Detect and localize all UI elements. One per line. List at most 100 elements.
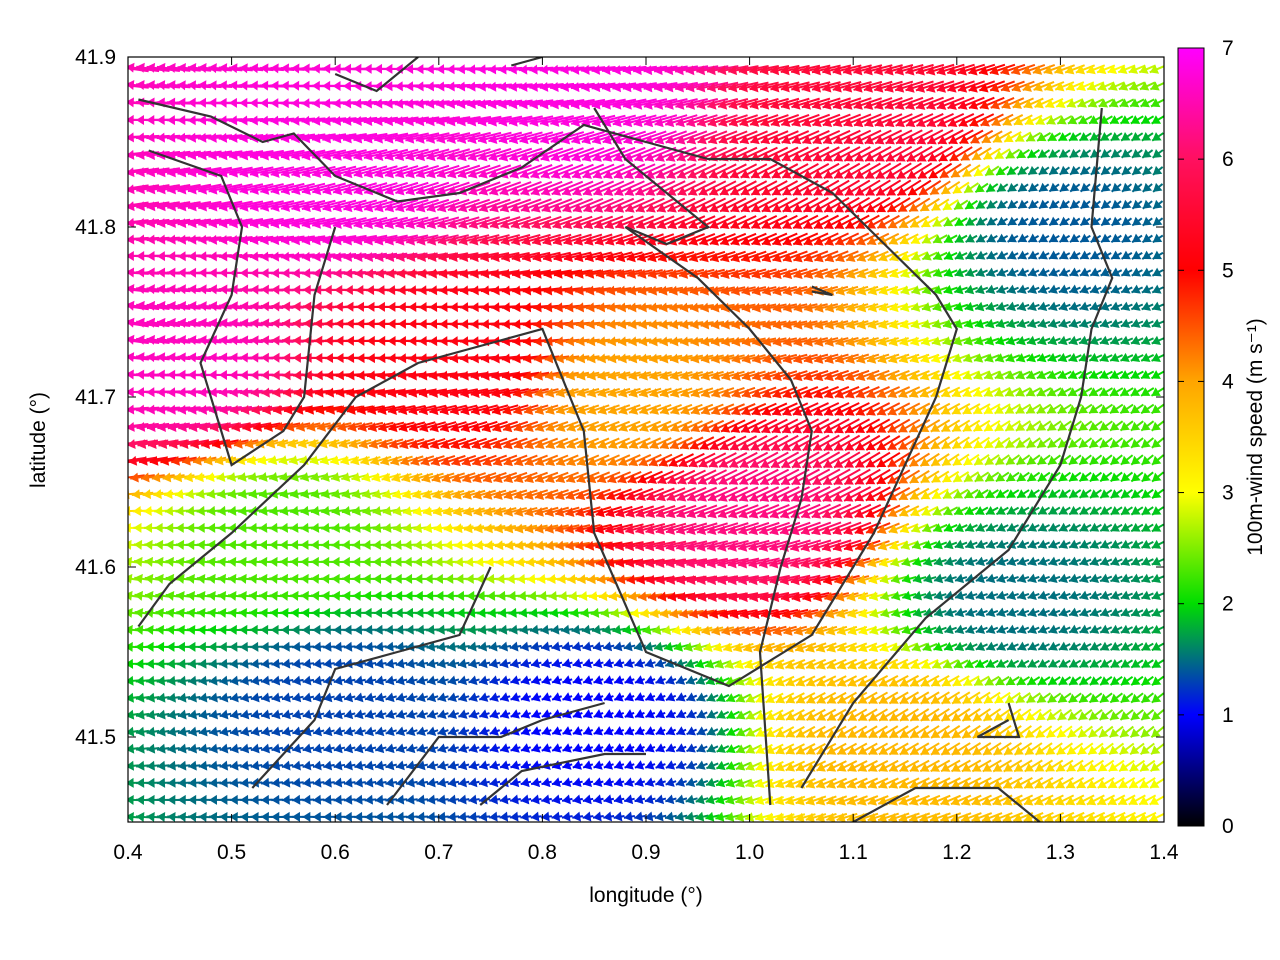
wind-arrow [156,726,170,737]
wind-arrow [685,692,698,702]
wind-arrow [951,691,971,705]
wind-arrow [993,708,1012,722]
wind-arrow [603,692,614,702]
wind-arrow [1150,725,1164,738]
wind-arrow [292,658,304,669]
wind-arrow [1056,725,1073,739]
wind-arrow [354,726,366,737]
wind-arrow [846,777,868,789]
wind-arrow [847,760,868,772]
wind-arrow [655,692,666,702]
cb-tick-label: 1 [1222,704,1234,727]
wind-arrow [714,659,731,669]
wind-arrow [250,709,263,720]
wind-arrow [1068,658,1082,669]
wind-arrow [1149,795,1164,806]
wind-arrow [510,743,521,753]
wind-arrow [530,777,542,788]
wind-arrow [323,777,335,788]
wind-arrow [457,777,470,788]
wind-arrow [135,692,150,703]
wind-arrow [1046,708,1062,721]
wind-arrow [1024,742,1043,756]
wind-arrow [281,777,294,788]
wind-arrow [878,759,899,772]
wind-arrow [333,777,346,788]
wind-arrow [675,760,687,770]
wind-arrow [343,641,356,652]
wind-arrow [1037,658,1051,669]
wind-arrow [499,811,511,822]
wind-arrow [364,811,377,822]
wind-arrow [250,658,263,669]
wind-arrow [836,760,858,772]
wind-arrow [909,725,930,739]
wind-arrow [437,692,449,703]
wind-arrow [795,708,816,721]
wind-arrow [624,760,635,770]
wind-arrow [785,709,805,721]
wind-arrow [343,760,356,771]
wind-arrow [686,709,698,719]
wind-arrow [685,777,698,787]
wind-arrow [1109,692,1123,704]
wind-arrow [603,794,615,805]
wind-arrow [686,743,698,753]
wind-arrow [188,777,201,788]
wind-arrow [816,708,837,722]
wind-arrow [489,777,501,788]
wind-arrow [551,675,563,685]
wind-arrow [1107,777,1125,789]
wind-arrow [354,709,366,720]
wind-arrow [704,659,720,669]
wind-arrow [1108,759,1125,773]
wind-arrow [240,743,253,754]
wind-arrow [785,760,806,772]
wind-arrow [826,795,848,806]
wind-arrow [478,641,491,652]
wind-arrow [292,777,304,788]
wind-arrow [457,641,470,652]
wind-arrow [406,743,418,754]
wind-arrow [416,658,429,669]
wind-arrow [530,692,542,702]
wind-arrow [1119,709,1134,721]
wind-arrow [683,642,700,652]
wind-arrow [499,692,511,702]
wind-arrow [562,760,573,770]
wind-arrow [1037,676,1051,686]
wind-arrow [582,692,594,702]
wind-arrow [260,692,273,703]
wind-arrow [291,794,304,805]
wind-arrow [593,658,604,668]
wind-arrow [725,693,741,703]
wind-arrow [1057,692,1072,704]
wind-arrow [333,794,346,805]
x-tick-label: 1.0 [735,841,764,864]
x-tick-label: 0.6 [321,841,350,864]
wind-arrow [930,725,950,739]
wind-arrow [416,794,429,805]
wind-arrow [930,674,950,687]
wind-arrow [909,674,930,687]
wind-arrow [705,794,720,805]
wind-arrow [374,811,387,822]
wind-arrow [229,743,242,754]
wind-arrow [706,743,719,753]
wind-arrow [530,811,542,822]
wind-arrow [593,743,604,753]
wind-arrow [582,777,594,787]
wind-arrow [1098,742,1114,756]
wind-arrow [385,658,398,669]
wind-arrow [940,742,961,756]
wind-arrow [593,692,604,702]
wind-arrow [877,812,900,822]
wind-arrow [950,759,971,773]
wind-arrow [593,675,604,685]
wind-arrow [156,709,170,720]
wind-arrow [260,709,273,720]
wind-arrow [706,726,719,736]
wind-arrow [562,726,573,736]
wind-arrow [725,778,741,788]
